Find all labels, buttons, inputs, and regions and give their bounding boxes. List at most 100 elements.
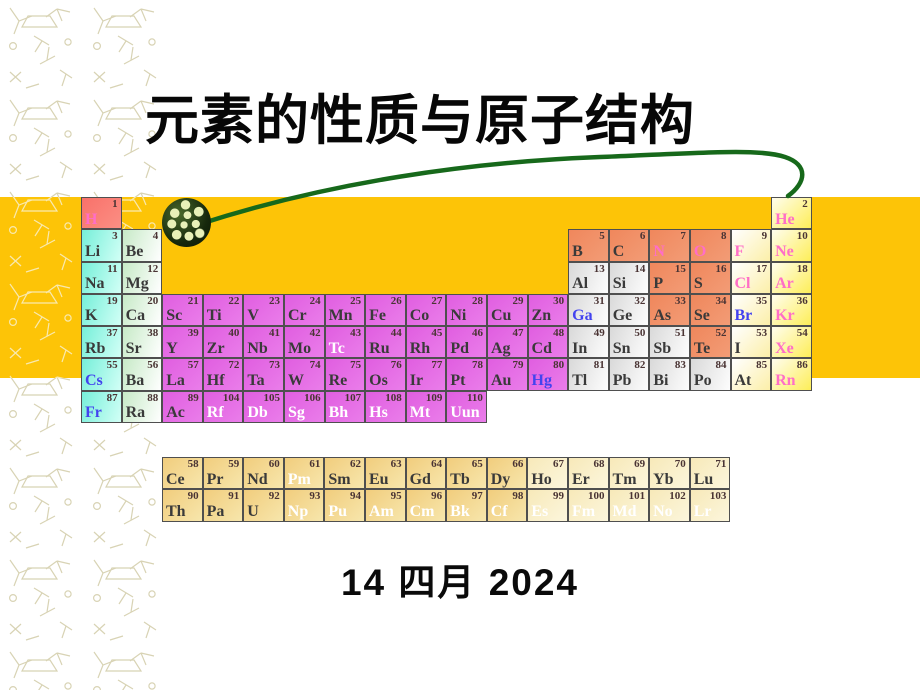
- element-cell-s: 16 S: [689, 261, 731, 294]
- atomic-number: 94: [349, 490, 361, 503]
- element-cell-db: 105 Db: [243, 390, 284, 424]
- atomic-number: 67: [552, 458, 564, 470]
- element-symbol: As: [653, 307, 672, 325]
- element-symbol: Ti: [206, 307, 222, 325]
- element-cell-at: 85 At: [730, 358, 772, 391]
- element-cell-es: 99 Es: [527, 489, 568, 522]
- atomic-number: 31: [593, 294, 605, 307]
- atomic-number: 78: [471, 359, 483, 372]
- element-symbol: Rn: [775, 371, 796, 389]
- element-symbol: Os: [369, 371, 388, 389]
- element-symbol: Sc: [166, 307, 183, 325]
- atomic-number: 49: [593, 327, 605, 340]
- element-symbol: Th: [166, 502, 186, 520]
- atomic-number: 69: [634, 458, 646, 470]
- element-cell-cm: 96 Cm: [405, 489, 447, 522]
- element-symbol: Rb: [85, 339, 106, 357]
- atomic-number: 71: [715, 458, 727, 470]
- atomic-number: 44: [390, 327, 402, 340]
- element-symbol: Na: [85, 275, 105, 293]
- atomic-number: 79: [512, 359, 524, 372]
- element-symbol: C: [612, 242, 625, 260]
- element-cell-am: 95 Am: [364, 489, 406, 522]
- atomic-number: 12: [147, 262, 159, 275]
- element-symbol: Mg: [125, 275, 149, 293]
- element-cell-cs: 55 Cs: [81, 358, 122, 391]
- element-symbol: Tl: [572, 371, 588, 389]
- atomic-number: 19: [106, 294, 118, 307]
- element-cell-li: 3 Li: [81, 229, 122, 262]
- element-cell-pb: 82 Pb: [608, 358, 650, 391]
- atomic-number: 108: [385, 391, 402, 404]
- element-symbol: Cu: [490, 307, 512, 325]
- atomic-number: 32: [634, 294, 646, 307]
- element-cell-eu: 63 Eu: [364, 457, 406, 490]
- element-cell-ag: 47 Ag: [486, 326, 528, 359]
- element-cell-lu: 71 Lu: [689, 457, 731, 490]
- atomic-number: 17: [756, 262, 768, 275]
- atomic-number: 96: [431, 490, 443, 503]
- element-symbol: Bh: [328, 404, 349, 422]
- element-cell-be: 4 Be: [121, 229, 163, 262]
- element-symbol: Pt: [450, 371, 466, 389]
- atomic-number: 97: [471, 490, 483, 503]
- element-symbol: Sn: [612, 339, 631, 357]
- element-cell-he: 2 He: [771, 197, 812, 230]
- atomic-number: 37: [106, 327, 118, 340]
- element-cell-pr: 59 Pr: [202, 457, 244, 490]
- element-symbol: Dy: [490, 470, 511, 488]
- atomic-number: 5: [599, 230, 605, 243]
- atomic-number: 66: [512, 458, 524, 470]
- atomic-number: 103: [709, 490, 727, 503]
- element-symbol: V: [247, 307, 259, 325]
- element-symbol: Bi: [653, 371, 669, 389]
- element-symbol: Np: [287, 502, 309, 520]
- element-cell-rh: 45 Rh: [405, 326, 447, 359]
- element-symbol: Lr: [693, 502, 712, 520]
- atomic-number: 93: [309, 490, 321, 503]
- element-cell-po: 84 Po: [689, 358, 731, 391]
- element-symbol: In: [572, 339, 588, 357]
- atomic-number: 48: [553, 327, 565, 340]
- atomic-number: 25: [350, 294, 362, 307]
- element-symbol: Pr: [206, 470, 224, 488]
- element-cell-co: 27 Co: [405, 293, 447, 327]
- element-cell-u: 92 U: [243, 489, 284, 522]
- atomic-number: 73: [268, 359, 280, 372]
- atomic-number: 89: [187, 391, 199, 404]
- element-symbol: Ra: [125, 404, 146, 422]
- element-cell-nb: 41 Nb: [243, 326, 284, 359]
- element-symbol: Ag: [490, 339, 511, 357]
- element-cell-mg: 12 Mg: [121, 261, 163, 294]
- atomic-number: 58: [187, 458, 199, 470]
- element-cell-nd: 60 Nd: [243, 457, 284, 490]
- element-symbol: P: [653, 275, 664, 293]
- atomic-number: 1: [112, 198, 118, 210]
- element-symbol: O: [693, 242, 707, 260]
- element-cell-ce: 58 Ce: [162, 457, 203, 490]
- atomic-number: 10: [796, 230, 808, 243]
- element-symbol: Eu: [368, 470, 389, 488]
- element-symbol: Pu: [328, 502, 348, 520]
- element-cell-kr: 36 Kr: [771, 293, 812, 327]
- atomic-number: 35: [756, 294, 768, 307]
- element-symbol: Bk: [450, 502, 470, 520]
- atomic-number: 95: [390, 490, 402, 503]
- element-symbol: Xe: [775, 339, 794, 357]
- element-cell-no: 102 No: [649, 489, 690, 522]
- element-symbol: Sm: [328, 470, 351, 488]
- element-symbol: Ta: [247, 371, 265, 389]
- atomic-number: 91: [228, 490, 240, 503]
- element-symbol: La: [166, 371, 185, 389]
- atomic-number: 21: [187, 294, 199, 307]
- element-cell-ge: 32 Ge: [608, 293, 650, 327]
- element-cell-bi: 83 Bi: [649, 358, 690, 391]
- element-symbol: Co: [409, 307, 430, 325]
- element-symbol: Cd: [531, 339, 552, 357]
- atomic-number: 52: [715, 327, 727, 340]
- element-symbol: Md: [612, 502, 637, 520]
- element-cell-ho: 67 Ho: [527, 457, 568, 490]
- element-cell-os: 76 Os: [365, 358, 406, 391]
